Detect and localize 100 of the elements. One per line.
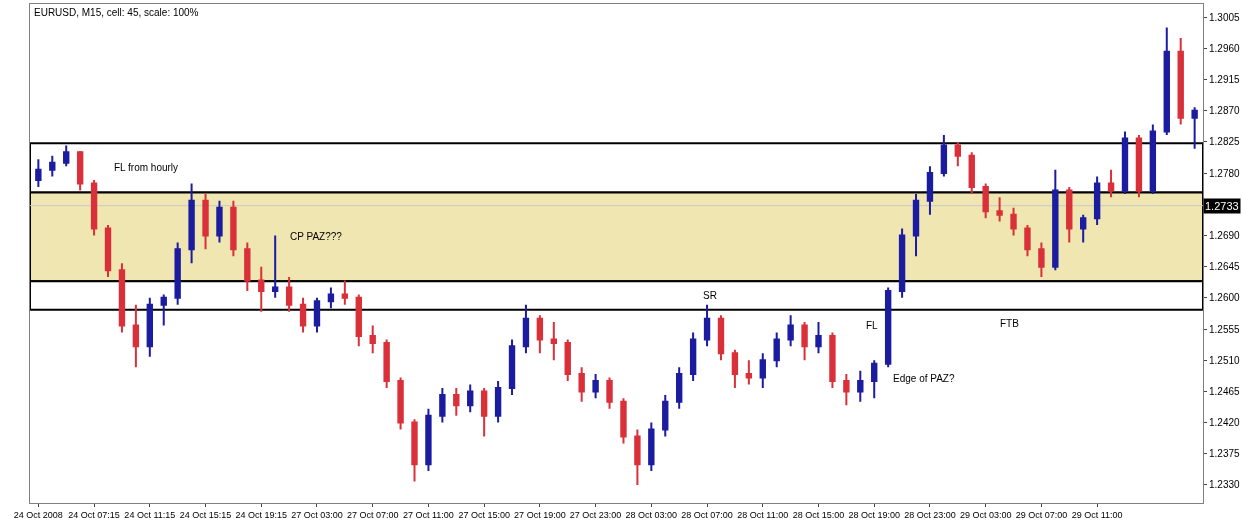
y-tick-label: 1.2780 — [1209, 167, 1241, 179]
candlestick — [327, 286, 335, 310]
candlestick — [76, 149, 84, 192]
x-tick-label: 28 Oct 11:00 — [737, 509, 789, 520]
candlestick — [467, 383, 474, 414]
candlestick — [480, 386, 488, 438]
candlestick — [1052, 168, 1059, 272]
candlestick — [871, 359, 878, 400]
candlestick — [536, 314, 544, 355]
candlestick — [35, 158, 42, 188]
candlestick — [508, 338, 516, 396]
candlestick — [411, 418, 418, 483]
candlestick — [299, 296, 307, 334]
candlestick — [926, 165, 934, 216]
y-tick-label: 1.2555 — [1209, 323, 1241, 335]
candlestick — [453, 386, 460, 417]
candlestick — [118, 262, 126, 334]
candlestick — [160, 293, 167, 327]
candlestick — [522, 303, 530, 355]
candlestick — [954, 140, 962, 168]
candlestick — [313, 296, 321, 334]
candlestick — [188, 182, 195, 265]
y-tick-label: 1.2465 — [1209, 385, 1241, 397]
candlestick — [759, 352, 766, 389]
candlestick — [550, 321, 557, 362]
candlestick — [1024, 224, 1031, 258]
candlestick — [564, 338, 571, 383]
candlestick — [773, 331, 780, 369]
candlestick — [216, 199, 223, 244]
candlestick — [1080, 213, 1087, 244]
y-tick-label: 1.3005 — [1209, 11, 1241, 23]
y-tick-label: 1.2870 — [1209, 105, 1241, 117]
candlestick — [244, 241, 251, 292]
x-tick-label: 28 Oct 15:00 — [792, 509, 845, 520]
band-label: CP PAZ??? — [290, 231, 343, 242]
candlestick — [801, 321, 808, 362]
candlestick — [1135, 133, 1143, 199]
y-tick-label: 1.2960 — [1209, 42, 1241, 54]
y-tick-label: 1.2330 — [1209, 479, 1241, 491]
candlestick — [63, 144, 70, 168]
candlestick — [230, 199, 237, 258]
x-tick-label: 24 Oct 11:15 — [124, 509, 176, 520]
candlestick — [1107, 168, 1115, 199]
candlestick — [676, 366, 683, 410]
candlestick — [1191, 106, 1198, 150]
y-tick-label: 1.2645 — [1209, 261, 1241, 273]
candlestick — [174, 241, 181, 306]
candlestick — [592, 373, 599, 400]
annotation: FL — [866, 320, 879, 331]
x-tick-label: 28 Oct 07:00 — [681, 509, 733, 520]
annotation: Edge of PAZ? — [893, 373, 955, 384]
candlestick — [689, 331, 697, 383]
candlestick — [49, 154, 56, 178]
candlestick — [857, 369, 864, 403]
x-tick-label: 24 Oct 2008 — [13, 509, 63, 520]
candlestick — [1121, 130, 1129, 195]
candlestick — [1066, 185, 1073, 244]
candlestick — [271, 234, 279, 299]
candlestick — [1038, 241, 1045, 279]
candlestick — [829, 331, 836, 389]
candlestick — [425, 407, 432, 473]
band-label: FL from hourly — [114, 162, 179, 173]
candlestick — [648, 421, 655, 473]
candlestick — [132, 303, 140, 369]
y-tick-label: 1.2510 — [1209, 354, 1241, 366]
candlestick — [898, 227, 906, 299]
candlestick — [341, 279, 349, 306]
candlestick — [439, 386, 446, 424]
y-tick-label: 1.2915 — [1209, 74, 1241, 86]
ref-line-label: 1.2733 — [1205, 200, 1239, 212]
candlestick — [703, 303, 711, 348]
x-tick-label: 28 Oct 23:00 — [904, 509, 956, 520]
candlestick — [1093, 175, 1101, 227]
y-tick-label: 1.2375 — [1209, 448, 1241, 460]
chart-title: EURUSD, M15, cell: 45, scale: 100% — [34, 7, 199, 18]
candlestick — [884, 286, 892, 369]
candlestick — [620, 397, 627, 445]
candlestick — [912, 192, 920, 258]
candlestick — [146, 296, 153, 358]
candlestick — [815, 321, 822, 355]
candlestick — [202, 192, 209, 251]
x-tick-label: 29 Oct 03:00 — [959, 509, 1012, 520]
candlestick — [787, 314, 794, 348]
candlestick — [968, 151, 975, 195]
candlestick — [355, 293, 362, 348]
candlestick — [717, 314, 725, 362]
x-tick-label: 27 Oct 03:00 — [291, 509, 343, 520]
x-tick-label: 27 Oct 15:00 — [458, 509, 510, 520]
candlestick — [397, 376, 404, 431]
candlestick — [1149, 123, 1157, 195]
y-tick-label: 1.2690 — [1209, 229, 1241, 241]
x-tick-label: 29 Oct 07:00 — [1015, 509, 1068, 520]
candlestick — [285, 276, 293, 313]
candlestick — [940, 133, 948, 178]
x-tick-label: 27 Oct 19:00 — [514, 509, 566, 520]
y-tick-label: 1.2600 — [1209, 292, 1241, 304]
x-tick-label: 24 Oct 07:15 — [68, 509, 120, 520]
candlestick — [731, 348, 739, 389]
x-tick-label: 27 Oct 23:00 — [569, 509, 622, 520]
candlestick — [606, 376, 613, 410]
